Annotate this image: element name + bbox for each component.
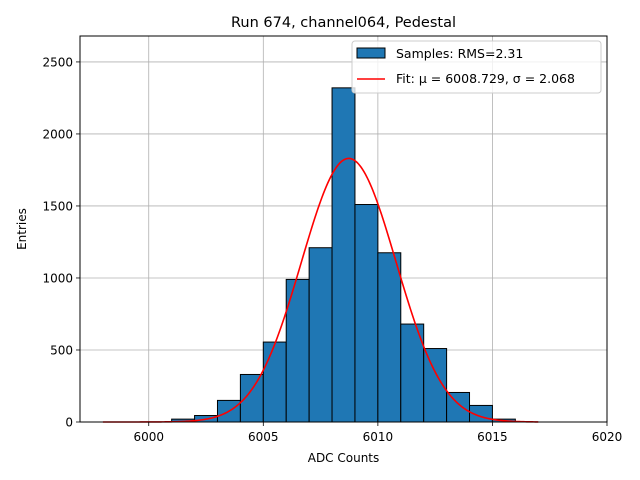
y-tick-label: 0 — [65, 416, 73, 430]
y-tick-label: 1500 — [42, 199, 73, 213]
x-tick-label: 6000 — [133, 430, 164, 444]
y-axis-label: Entries — [15, 208, 29, 250]
x-tick-label: 6020 — [592, 430, 623, 444]
chart-title: Run 674, channel064, Pedestal — [231, 15, 456, 31]
legend-label-fit: Fit: μ = 6008.729, σ = 2.068 — [396, 71, 575, 86]
y-tick-label: 1000 — [42, 271, 73, 285]
histogram-bar — [262, 341, 287, 423]
legend-box — [351, 40, 602, 94]
x-tick-label: 6005 — [248, 430, 279, 444]
x-tick-label: 6010 — [363, 430, 394, 444]
y-tick-label: 500 — [50, 343, 73, 357]
histogram-bar — [331, 87, 356, 423]
histogram-bar — [377, 252, 402, 423]
y-tick-label: 2000 — [42, 127, 73, 141]
histogram-bars — [171, 87, 516, 423]
x-axis-label: ADC Counts — [308, 451, 380, 465]
histogram-bar — [446, 391, 471, 423]
axes-frame — [79, 35, 608, 423]
y-tick-label: 2500 — [42, 55, 73, 69]
x-tick-label: 6015 — [477, 430, 508, 444]
legend-swatch-samples — [356, 47, 386, 59]
legend: Samples: RMS=2.31 Fit: μ = 6008.729, σ =… — [351, 40, 602, 94]
histogram-bar — [308, 247, 333, 423]
histogram-bar — [354, 204, 379, 423]
legend-label-samples: Samples: RMS=2.31 — [396, 46, 523, 61]
axis-ticks: 6000 6005 6010 6015 6020 0 500 1000 1500 2000 2500 — [42, 55, 622, 444]
